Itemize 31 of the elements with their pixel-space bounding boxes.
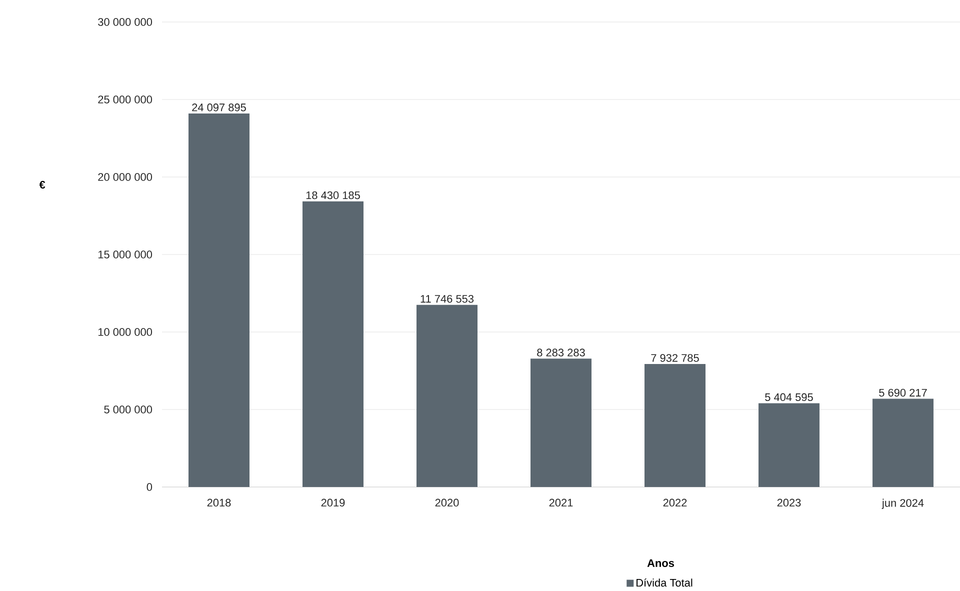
x-tick-label: 2020 [435,498,459,507]
bar [530,358,592,487]
x-tick-label: jun 2024 [882,498,924,509]
x-tick-label: 2022 [663,498,687,507]
y-tick-label: 10 000 000 [98,328,152,336]
legend-label: Dívida Total [636,578,692,587]
data-label: 7 932 785 [651,354,699,362]
bar [188,113,250,487]
data-label: 24 097 895 [192,104,246,112]
bar [872,398,934,487]
y-tick-label: 15 000 000 [98,250,152,258]
bar [302,201,364,487]
data-label: 18 430 185 [306,191,360,200]
data-label: 11 746 553 [420,294,474,303]
x-axis-title: Anos [647,559,674,567]
x-tick-label: 2019 [321,498,345,507]
y-tick-label: 20 000 000 [98,173,152,181]
bar [416,304,478,487]
y-tick-label: 0 [146,483,152,491]
y-tick-label: 5 000 000 [104,406,152,414]
y-axis-title: € [39,180,46,189]
y-tick-label: 25 000 000 [98,96,152,104]
data-label: 8 283 283 [537,348,585,356]
y-tick-label: 30 000 000 [98,18,152,26]
data-label: 5 690 217 [879,388,927,397]
x-tick-label: 2021 [549,498,573,507]
bar [758,403,820,487]
bar [644,364,706,487]
data-label: 5 404 595 [765,393,813,402]
x-tick-label: 2023 [777,498,801,507]
x-tick-label: 2018 [207,498,231,507]
